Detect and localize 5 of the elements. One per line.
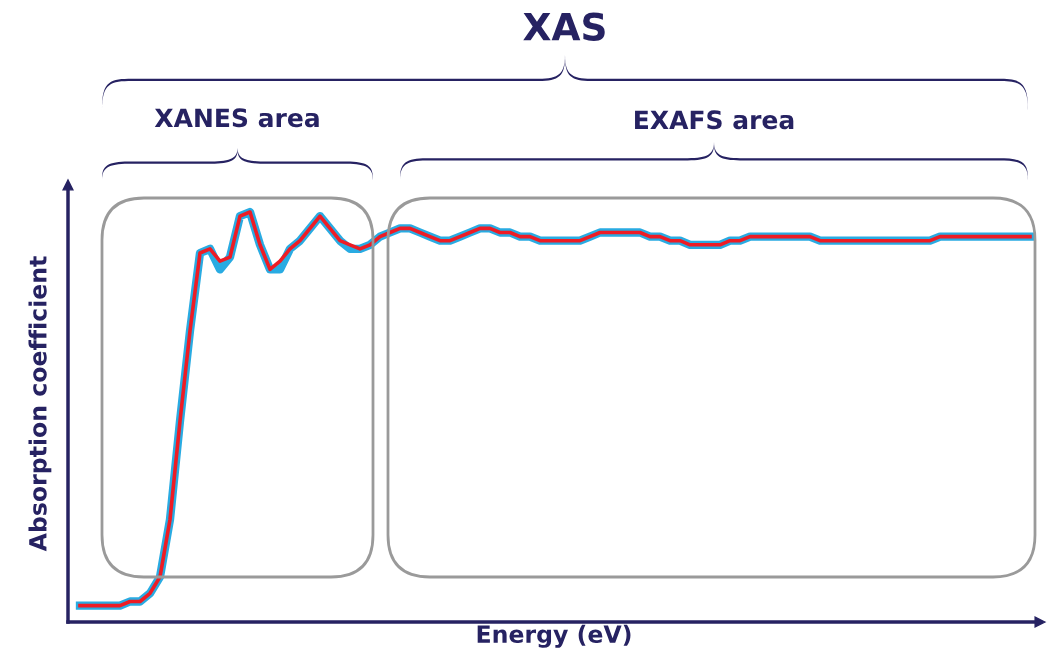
text: EXAFS area	[635, 110, 794, 130]
x-axis-title: Energy (eV)	[477, 624, 631, 648]
text: XAS	[523, 12, 605, 41]
y-axis-title: Absorption coefficient	[28, 256, 52, 552]
text: XANES area	[154, 108, 319, 128]
